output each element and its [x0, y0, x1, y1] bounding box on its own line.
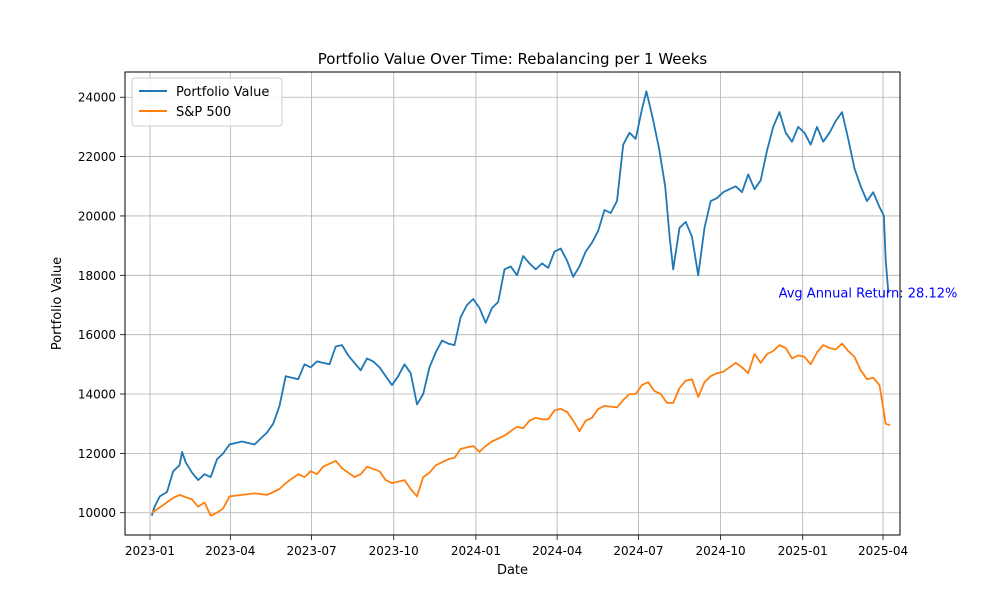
y-axis-label: Portfolio Value	[50, 257, 65, 350]
y-tick-label: 16000	[78, 328, 116, 342]
x-tick-label: 2023-04	[205, 544, 255, 558]
x-tick-label: 2024-01	[451, 544, 501, 558]
x-tick-label: 2024-10	[695, 544, 745, 558]
legend-label-sp500: S&P 500	[176, 105, 231, 120]
x-axis-ticks: 2023-01 2023-04 2023-07 2023-10 2024-01 2024-…	[125, 535, 908, 558]
x-tick-label: 2023-07	[287, 544, 337, 558]
x-tick-label: 2025-01	[778, 544, 828, 558]
x-tick-label: 2024-07	[613, 544, 663, 558]
series-layer	[150, 90, 891, 517]
y-tick-label: 20000	[78, 209, 116, 223]
y-tick-label: 18000	[78, 269, 116, 283]
plot-frame	[124, 71, 901, 536]
portfolio-value-line	[150, 90, 890, 516]
x-tick-label: 2025-04	[858, 544, 908, 558]
y-tick-label: 10000	[78, 506, 116, 520]
y-tick-label: 24000	[78, 91, 116, 105]
y-tick-label: 14000	[78, 388, 116, 402]
chart-title: Portfolio Value Over Time: Rebalancing p…	[318, 50, 708, 68]
legend: Portfolio Value S&P 500	[131, 77, 283, 127]
x-tick-label: 2024-04	[532, 544, 582, 558]
grid-lines	[125, 72, 900, 535]
x-axis-label: Date	[497, 563, 528, 578]
y-tick-label: 12000	[78, 447, 116, 461]
legend-box	[131, 77, 283, 127]
x-tick-label: 2023-10	[369, 544, 419, 558]
y-tick-label: 22000	[78, 150, 116, 164]
sp500-line	[151, 342, 891, 517]
avg-annual-return-annotation: Avg Annual Return: 28.12%	[779, 287, 958, 302]
x-tick-label: 2023-01	[125, 544, 175, 558]
legend-label-portfolio-value: Portfolio Value	[176, 85, 269, 100]
y-axis-ticks: 10000 12000 14000 16000 18000 20000 22000 24000	[78, 91, 125, 520]
